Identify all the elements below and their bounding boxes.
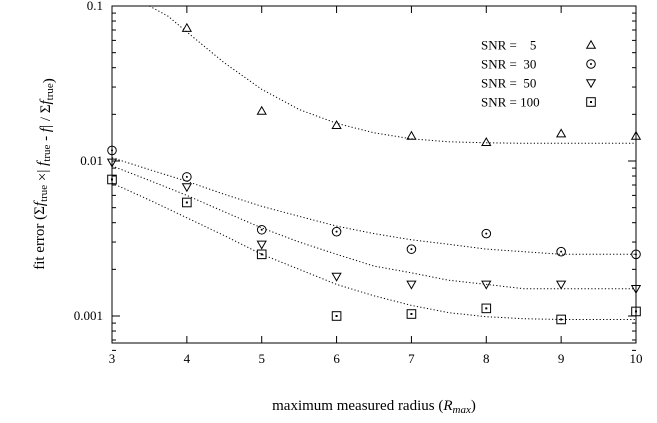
y-axis-title-part: f [35, 160, 51, 166]
fit-curve [149, 6, 636, 144]
data-point [406, 280, 417, 290]
x-tick-label: 9 [558, 351, 565, 366]
data-point [331, 226, 342, 237]
data-point [481, 228, 492, 239]
data-point [182, 197, 192, 208]
y-axis-title-subscript: true [41, 144, 53, 161]
marker-dot [410, 313, 413, 316]
marker-dot [260, 228, 263, 231]
data-point [481, 303, 492, 314]
x-axis-title-text: maximum measured radius ( [272, 398, 443, 414]
marker-dot [260, 253, 263, 256]
y-axis-title-part: f [38, 98, 54, 104]
y-axis-title-part: | / Σ [38, 104, 54, 127]
marker-ring [586, 59, 596, 69]
data-point [181, 183, 193, 193]
marker-ring [182, 172, 192, 182]
plot-frame [111, 5, 637, 344]
legend: SNR = 5 SNR = 30 SNR = 50 SNR = 100 [481, 38, 597, 110]
fit-curve [112, 182, 636, 320]
marker-box [256, 249, 267, 260]
legend-label: SNR = 30 [481, 57, 536, 72]
data-point [256, 105, 267, 115]
marker-dot [590, 101, 592, 103]
marker-dot [410, 248, 413, 251]
data-point [481, 280, 492, 290]
data-point [331, 272, 342, 282]
marker-box [331, 311, 342, 321]
y-axis-title-subscript: true [44, 83, 56, 100]
marker-ring [331, 226, 342, 237]
data-point [556, 246, 566, 257]
x-axis-title-variable: R [442, 398, 452, 414]
x-axis-title-subscript: max [453, 404, 471, 416]
x-tick-label: 10 [630, 351, 643, 366]
marker-box [556, 314, 566, 325]
marker-ring [481, 228, 492, 239]
y-axis-title-part: f [32, 200, 48, 206]
data-point [256, 240, 267, 250]
x-tick-label: 8 [483, 351, 490, 366]
marker-dot [185, 201, 188, 204]
data-point [555, 128, 567, 138]
y-axis-title-part: ×| [35, 166, 51, 185]
legend-marker [585, 79, 597, 89]
marker-dot [560, 250, 563, 253]
x-axis: 3 4 5 6 7 8 9 10 [109, 6, 643, 366]
y-axis-title-part: - [38, 132, 54, 145]
fit-curve [112, 157, 636, 255]
data-point [331, 119, 342, 130]
data-point [481, 137, 492, 147]
legend-label: SNR = 100 [481, 95, 540, 110]
data-point [556, 314, 566, 325]
y-axis-title-subscript: true [38, 185, 50, 202]
data-point [181, 22, 193, 32]
y-axis-title-part: fit error (Σ [32, 206, 48, 270]
x-tick-label: 7 [408, 351, 415, 366]
y-axis-title-part: f [38, 126, 54, 132]
data-point [406, 244, 417, 254]
legend-label: SNR = 50 [481, 76, 536, 91]
x-tick-label: 3 [109, 351, 116, 366]
marker-box [481, 303, 492, 314]
legend-marker [586, 59, 596, 69]
marker-box [406, 309, 417, 319]
marker-dot [485, 307, 488, 310]
y-axis: 0.001 0.01 0.1 [74, 0, 636, 351]
marker-ring [406, 244, 417, 254]
data-point [182, 172, 192, 182]
legend-marker [586, 97, 596, 107]
y-axis-title: fit error (Σftrue ×| ftrue - f| / Σftrue… [32, 78, 57, 270]
data-point [406, 130, 417, 140]
marker-dot [335, 230, 338, 233]
legend-label: SNR = 5 [481, 38, 536, 53]
data-point [406, 309, 417, 319]
x-tick-label: 4 [184, 351, 191, 366]
fit-curves [112, 6, 636, 320]
marker-dot [485, 232, 488, 235]
y-tick-label: 0.01 [80, 153, 103, 168]
marker-dot [560, 318, 563, 321]
y-tick-label: 0.001 [74, 308, 103, 323]
marker-box [586, 97, 596, 107]
marker-box [182, 197, 192, 208]
y-tick-label: 0.1 [87, 0, 103, 13]
x-axis-title: maximum measured radius (Rmax) [272, 398, 476, 416]
x-tick-label: 5 [258, 351, 265, 366]
y-axis-title-part: ) [41, 78, 57, 83]
x-tick-label: 6 [333, 351, 340, 366]
marker-ring [556, 246, 566, 257]
data-point [331, 311, 342, 321]
data-point [256, 224, 267, 235]
marker-dot [185, 175, 188, 178]
marker-dot [590, 63, 592, 65]
data-point [256, 249, 267, 260]
x-axis-title-end: ) [471, 398, 476, 414]
legend-marker [585, 39, 597, 49]
marker-ring [256, 224, 267, 235]
marker-dot [335, 315, 338, 317]
data-point [555, 280, 567, 290]
data-markers [106, 22, 642, 325]
